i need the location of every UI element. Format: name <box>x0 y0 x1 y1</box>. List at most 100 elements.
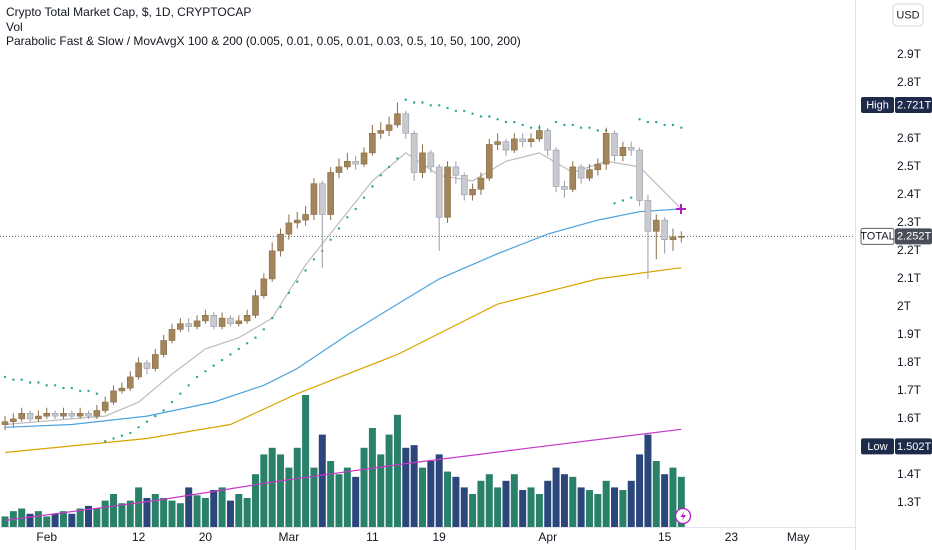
sar-dot <box>663 123 666 127</box>
volume-bar <box>118 503 126 527</box>
sar-dot <box>621 199 625 202</box>
volume-bar <box>277 454 285 527</box>
x-tick-label: 12 <box>132 530 146 544</box>
y-tick-label: 1.8T <box>897 355 922 369</box>
sar-dot <box>671 123 675 127</box>
candle-body <box>652 219 660 232</box>
sar-dot <box>304 269 307 272</box>
volume-bar <box>485 474 493 527</box>
x-tick-label: Apr <box>538 530 557 544</box>
sar-dot <box>329 238 332 241</box>
candle-body <box>118 387 126 392</box>
volume-bar <box>176 503 184 527</box>
candle-body <box>544 130 552 151</box>
volume-bar <box>43 516 51 527</box>
sar-dot <box>170 400 174 404</box>
x-tick-label: 23 <box>725 530 739 544</box>
sar-dot <box>204 370 207 373</box>
sar-dot <box>404 98 407 101</box>
y-tick-label: 2.6T <box>897 131 922 145</box>
sar-dot <box>437 104 441 107</box>
candle-body <box>561 186 568 190</box>
volume-bar <box>285 467 293 527</box>
y-tick-label: 2.8T <box>897 75 922 89</box>
sar-dot <box>588 126 591 129</box>
sar-dot <box>62 386 65 390</box>
event-bolt[interactable] <box>680 511 687 521</box>
volume-bar <box>418 467 426 527</box>
sar-dot <box>521 123 524 127</box>
event-icon[interactable] <box>674 507 692 525</box>
volume-bar <box>669 467 677 527</box>
volume-bar <box>585 490 593 527</box>
x-tick-label: 19 <box>433 530 447 544</box>
volume-bar <box>569 476 577 527</box>
candle-body <box>527 138 535 142</box>
volume-bar <box>160 497 168 527</box>
volume-bar <box>510 474 518 527</box>
volume-bar <box>427 461 435 527</box>
y-tick-label: 2T <box>897 299 912 313</box>
volume-bar <box>310 467 318 527</box>
candle-body <box>285 222 293 235</box>
sar-dot <box>379 174 382 177</box>
volume-bar <box>235 494 243 527</box>
candle-body <box>385 124 393 131</box>
volume-bar <box>34 511 42 527</box>
currency-label[interactable]: USD <box>896 9 919 21</box>
volume-bar <box>168 500 176 527</box>
volume-bar <box>243 497 251 527</box>
candle-body <box>93 410 101 417</box>
sar-dot <box>229 353 232 356</box>
x-tick-label: Feb <box>36 530 57 544</box>
sar-dot <box>529 126 533 129</box>
volume-bar <box>260 454 268 527</box>
y-tick-label: 1.9T <box>897 327 922 341</box>
candle-body <box>619 146 627 156</box>
candle-body <box>536 130 543 140</box>
volume-bar <box>602 480 610 527</box>
indicator-label: Vol <box>6 20 23 34</box>
badge-name-box <box>860 227 895 245</box>
sar-dot <box>145 420 149 423</box>
badge-value-box <box>895 228 932 245</box>
candle-body <box>126 376 134 389</box>
candle-body <box>477 177 485 190</box>
badge-value-box <box>895 97 932 114</box>
candle-body <box>101 401 109 411</box>
candle-body <box>293 219 301 224</box>
candle-body <box>577 166 585 179</box>
volume-bar <box>577 487 585 527</box>
sar-dot <box>78 389 82 393</box>
candle-body <box>594 163 602 170</box>
candle-body <box>160 340 167 355</box>
volume-bar <box>343 467 351 527</box>
volume-bar <box>377 454 385 527</box>
candle-body <box>327 172 334 215</box>
chart-title: Crypto Total Market Cap, $, 1D, CRYPTOCA… <box>6 5 251 19</box>
candle-body <box>335 166 343 173</box>
sar-dot <box>112 437 115 440</box>
volume-bar <box>268 447 276 527</box>
badge-name: TOTAL <box>860 231 894 243</box>
sar-dot <box>279 305 282 309</box>
candle-body <box>26 413 34 420</box>
candle-body <box>444 166 451 218</box>
sar-dot <box>412 101 416 104</box>
plot-area <box>0 98 855 527</box>
volume-bar <box>627 480 635 527</box>
badge-name-box <box>861 438 894 455</box>
candle-body <box>202 315 209 322</box>
currency-button[interactable] <box>892 3 924 27</box>
volume-bar <box>502 480 510 527</box>
candle-body <box>344 160 351 168</box>
volume-bar <box>519 490 527 527</box>
badge-value: 1.502T <box>897 441 932 453</box>
candle-body <box>185 323 193 327</box>
sar-dot <box>504 120 508 124</box>
candle-body <box>494 141 501 145</box>
indicator-label: Parabolic Fast & Slow / MovAvgX 100 & 20… <box>6 34 521 48</box>
volume-bar <box>652 461 660 527</box>
sar-dot <box>421 101 424 104</box>
sar-dot <box>454 109 458 113</box>
